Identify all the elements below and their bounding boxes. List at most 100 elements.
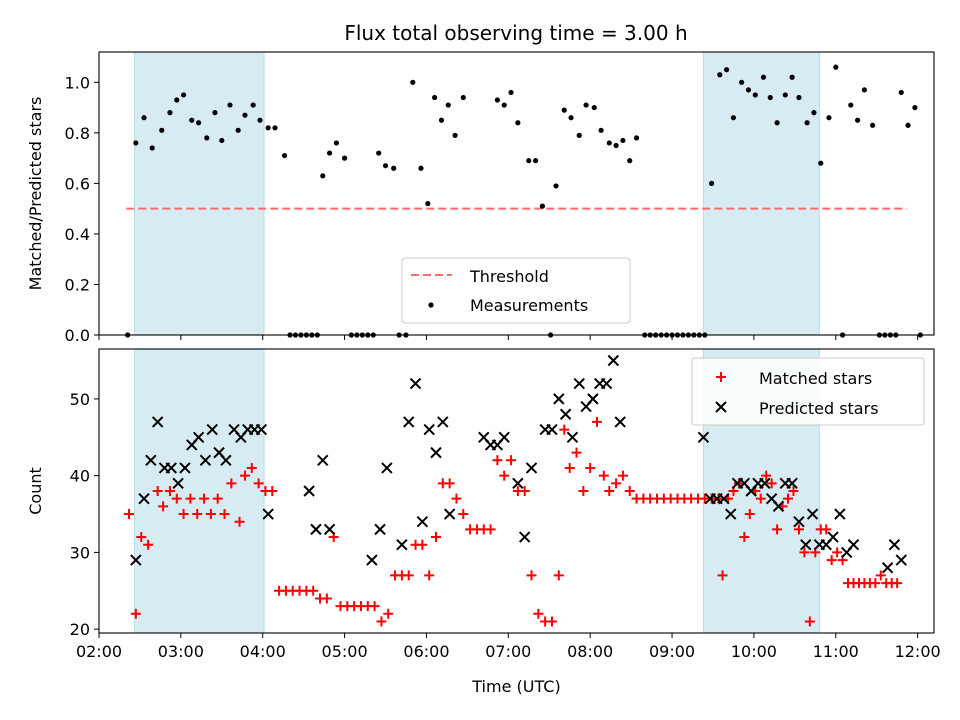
measurement-point: [882, 332, 888, 338]
x-tick-label: 12:00: [895, 642, 941, 661]
measurement-point: [425, 201, 431, 207]
measurement-point: [141, 115, 147, 121]
matched-point: [739, 532, 750, 543]
measurement-point: [760, 74, 767, 80]
matched-point: [772, 524, 783, 535]
measurement-point: [376, 150, 382, 156]
predicted-point: [409, 377, 422, 390]
measurement-point: [370, 332, 376, 338]
predicted-point: [793, 515, 805, 528]
predicted-point: [179, 462, 191, 474]
measurement-point: [627, 158, 633, 164]
predicted-point: [834, 508, 846, 520]
measurement-point: [125, 332, 131, 338]
measurement-point: [180, 92, 187, 98]
measurement-point: [235, 127, 241, 133]
measurement-point: [189, 117, 195, 123]
axes-frame: [98, 51, 935, 336]
predicted-point: [881, 562, 894, 574]
measurement-point: [309, 332, 315, 338]
predicted-point: [847, 539, 860, 551]
measurement-point: [348, 332, 355, 338]
predicted-point: [165, 462, 178, 474]
y-axis-label: Matched/Predicted stars: [26, 97, 45, 291]
legend-threshold-label: Threshold: [469, 267, 549, 286]
predicted-point: [396, 539, 408, 551]
measurement-point: [432, 94, 438, 101]
matched-point: [526, 570, 537, 581]
x-tick-label: 09:00: [649, 642, 695, 661]
matched-point: [376, 616, 387, 627]
matched-point: [234, 516, 245, 527]
predicted-point: [806, 508, 819, 520]
matched-point: [417, 539, 428, 550]
measurement-point: [598, 127, 604, 133]
predicted-point: [430, 446, 442, 459]
measurement-point: [691, 332, 697, 338]
measurement-point: [133, 140, 139, 146]
y-tick-label: 40: [70, 467, 90, 486]
y-tick-label: 0.4: [65, 225, 90, 244]
measurement-point: [674, 332, 681, 338]
x-tick-label: 02:00: [76, 642, 122, 661]
matched-point: [533, 608, 544, 619]
matched-point: [604, 486, 615, 496]
matched-point: [870, 578, 881, 589]
measurement-point: [272, 125, 278, 131]
predicted-point: [895, 554, 907, 566]
matched-point: [717, 570, 728, 581]
measurement-point: [219, 137, 225, 144]
matched-point: [499, 470, 510, 481]
predicted-point: [366, 554, 378, 566]
measurement-point: [811, 110, 817, 116]
predicted-point: [512, 477, 524, 490]
matched-point: [219, 509, 230, 520]
matched-point: [212, 493, 223, 504]
x-tick-label: 04:00: [240, 642, 286, 661]
predicted-point: [255, 423, 268, 436]
predicted-point: [600, 377, 613, 390]
measurement-point: [298, 332, 304, 338]
predicted-point: [151, 416, 164, 428]
chart-title: Flux total observing time = 3.00 h: [344, 21, 687, 45]
measurement-point: [242, 112, 248, 118]
x-tick-label: 08:00: [567, 642, 613, 661]
legend-frame: [691, 357, 925, 426]
measurement-point: [508, 89, 514, 96]
x-tick-label: 03:00: [158, 642, 204, 661]
matched-point: [383, 608, 394, 619]
x-axis-label: Time (UTC): [471, 677, 560, 696]
matched-point: [793, 524, 804, 535]
measurement-point: [410, 79, 416, 85]
measurement-point: [250, 102, 256, 108]
predicted-point: [759, 477, 771, 490]
measurement-point: [149, 145, 155, 151]
predicted-point: [323, 523, 336, 536]
measurement-point: [403, 332, 409, 338]
y-tick-label: 0.0: [65, 326, 90, 345]
matched-point: [788, 486, 799, 496]
predicted-point: [130, 554, 142, 566]
matched-point: [136, 532, 147, 543]
predicted-point: [423, 423, 435, 436]
measurement-point: [526, 158, 532, 164]
matched-point: [152, 486, 163, 496]
matched-point: [564, 462, 575, 473]
measurement-point: [265, 125, 271, 131]
matched-point: [832, 547, 843, 558]
measurement-point: [460, 94, 466, 101]
matched-point: [267, 486, 278, 496]
matched-point: [246, 462, 257, 473]
matched-point: [624, 486, 635, 496]
matched-point: [143, 539, 154, 550]
y-tick-label: 30: [70, 543, 90, 562]
predicted-point: [573, 377, 585, 390]
predicted-point: [443, 508, 456, 520]
legend-matched-label: Matched stars: [759, 369, 872, 388]
measurement-point: [292, 332, 299, 338]
measurement-point: [633, 135, 640, 141]
observing-band: [133, 51, 265, 336]
matched-point: [611, 478, 622, 489]
matched-point: [799, 547, 810, 558]
